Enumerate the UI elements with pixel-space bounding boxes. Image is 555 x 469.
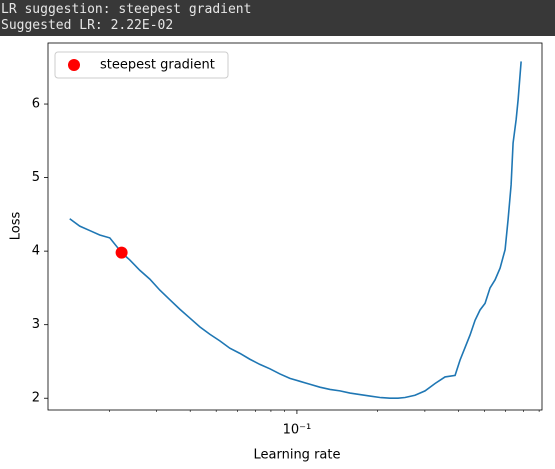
y-tick-label: 2 — [32, 391, 40, 406]
legend-marker — [68, 59, 80, 71]
y-tick-label: 6 — [32, 97, 40, 112]
y-tick-label: 3 — [32, 317, 40, 332]
legend-label: steepest gradient — [100, 58, 215, 73]
y-tick-label: 4 — [32, 244, 40, 259]
x-axis-label: Learning rate — [254, 448, 341, 463]
output-line: Suggested LR: 2.22E-02 — [1, 18, 174, 33]
y-tick-label: 5 — [32, 170, 40, 185]
chart: Learning rate Loss 2 3 4 5 6 10⁻¹ steepest gra… — [9, 42, 543, 463]
legend-box — [54, 51, 229, 79]
console-output: LR suggestion: steepest gradient Suggest… — [0, 0, 555, 36]
axes-frame — [47, 42, 543, 411]
output-line: LR suggestion: steepest gradient — [1, 2, 252, 17]
suggested-point — [115, 246, 128, 259]
loss-line — [69, 61, 522, 400]
x-tick-label: 10⁻¹ — [283, 423, 312, 438]
y-axis-label: Loss — [9, 212, 24, 241]
